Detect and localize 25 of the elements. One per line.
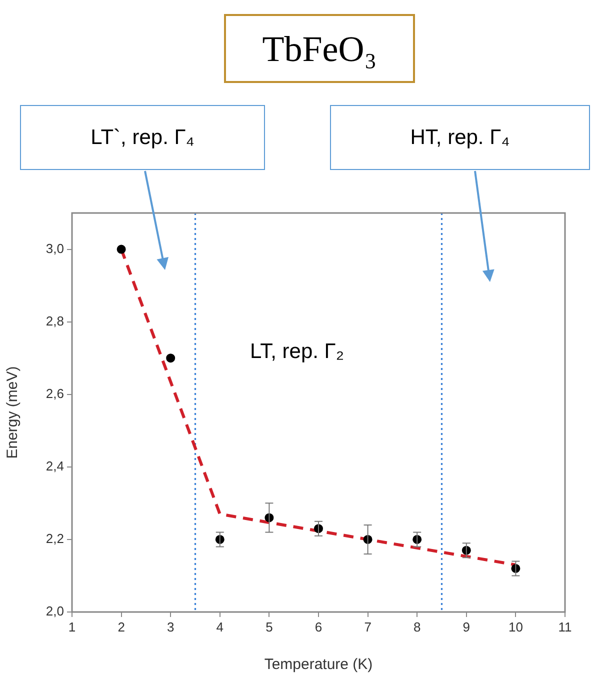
- x-tick-label: 11: [558, 619, 572, 634]
- x-tick-label: 5: [266, 619, 273, 634]
- y-tick-label: 2,6: [46, 386, 64, 401]
- x-axis-title: Temperature (K): [264, 656, 373, 674]
- x-tick-label: 2: [118, 619, 125, 634]
- y-axis-title: Energy (meV): [4, 366, 22, 459]
- annotation: LT, rep. Γ₂: [250, 340, 344, 364]
- y-tick-label: 2,0: [46, 604, 64, 619]
- x-tick-label: 1: [68, 619, 76, 634]
- point: [166, 354, 176, 363]
- chart-title: TbFeO₃: [224, 14, 415, 83]
- y-tick-label: 2,2: [46, 531, 64, 546]
- x-tick-label: 4: [216, 619, 224, 634]
- x-tick-label: 10: [508, 619, 523, 634]
- x-tick-label: 8: [413, 619, 421, 634]
- x-tick-label: 9: [462, 619, 470, 634]
- x-tick-label: 6: [314, 619, 322, 634]
- y-tick-label: 2,8: [46, 313, 64, 328]
- y-tick-label: 2,4: [46, 458, 64, 474]
- point: [116, 244, 126, 254]
- text: HT, rep. Γ₄: [330, 105, 590, 170]
- y-tick-label: 3,0: [46, 240, 64, 256]
- x-tick-label: 3: [166, 619, 174, 634]
- text: LT`, rep. Γ₄: [20, 105, 265, 170]
- x-tick-label: 7: [364, 619, 372, 634]
